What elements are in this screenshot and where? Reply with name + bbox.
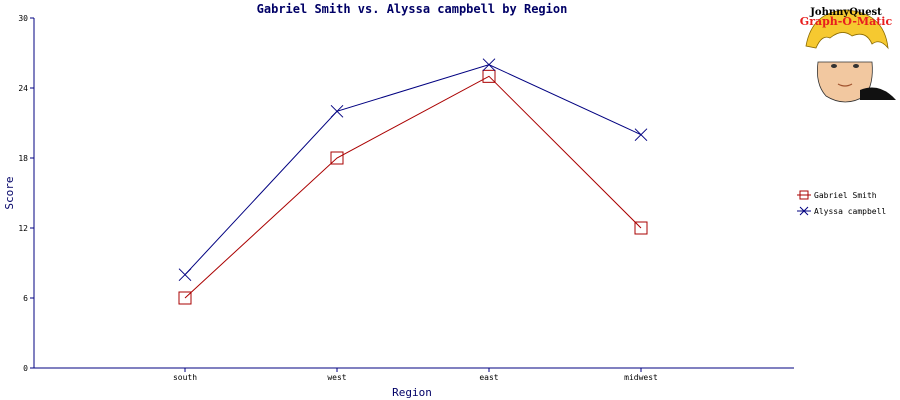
legend-item: Gabriel Smith — [797, 190, 877, 200]
series-gabriel-smith — [178, 69, 648, 305]
boy-face-icon — [805, 9, 896, 103]
legend-item: Alyssa campbell — [797, 206, 886, 216]
x-marker — [178, 268, 192, 282]
x-tick-label: south — [173, 373, 197, 382]
y-tick-label: 12 — [18, 224, 28, 233]
series-line — [184, 75, 642, 299]
series-alyssa-campbell — [178, 58, 648, 282]
y-tick-label: 0 — [23, 364, 28, 373]
y-tick-label: 30 — [18, 14, 28, 23]
square-marker — [634, 221, 648, 235]
square-marker — [330, 151, 344, 165]
y-tick-label: 6 — [23, 294, 28, 303]
series-line — [184, 64, 642, 276]
y-tick-label: 24 — [18, 84, 28, 93]
square-marker — [482, 69, 496, 83]
series-layer — [178, 58, 648, 305]
logo: JohnnyQuest Graph-O-Matic — [800, 7, 896, 103]
x-marker — [799, 206, 809, 216]
logo-line2: Graph-O-Matic — [800, 15, 893, 28]
y-ticks: 0 6 12 18 24 30 — [18, 14, 34, 373]
legend: Gabriel Smith Alyssa campbell — [797, 190, 886, 216]
logo-line1: JohnnyQuest — [809, 7, 882, 18]
x-marker — [482, 58, 496, 72]
x-axis-label: Region — [392, 386, 432, 399]
x-tick-label: east — [479, 373, 498, 382]
x-marker — [330, 104, 344, 118]
x-marker — [634, 128, 648, 142]
y-tick-label: 18 — [18, 154, 28, 163]
axes — [33, 18, 794, 369]
x-tick-label: west — [327, 373, 346, 382]
x-tick-label: midwest — [624, 373, 658, 382]
square-marker — [178, 291, 192, 305]
square-marker — [799, 190, 809, 200]
y-axis-label: Score — [3, 176, 16, 209]
legend-label: Alyssa campbell — [814, 207, 886, 216]
legend-label: Gabriel Smith — [814, 191, 877, 200]
x-ticks: south west east midwest — [173, 368, 658, 382]
chart-title: Gabriel Smith vs. Alyssa campbell by Reg… — [257, 2, 568, 16]
